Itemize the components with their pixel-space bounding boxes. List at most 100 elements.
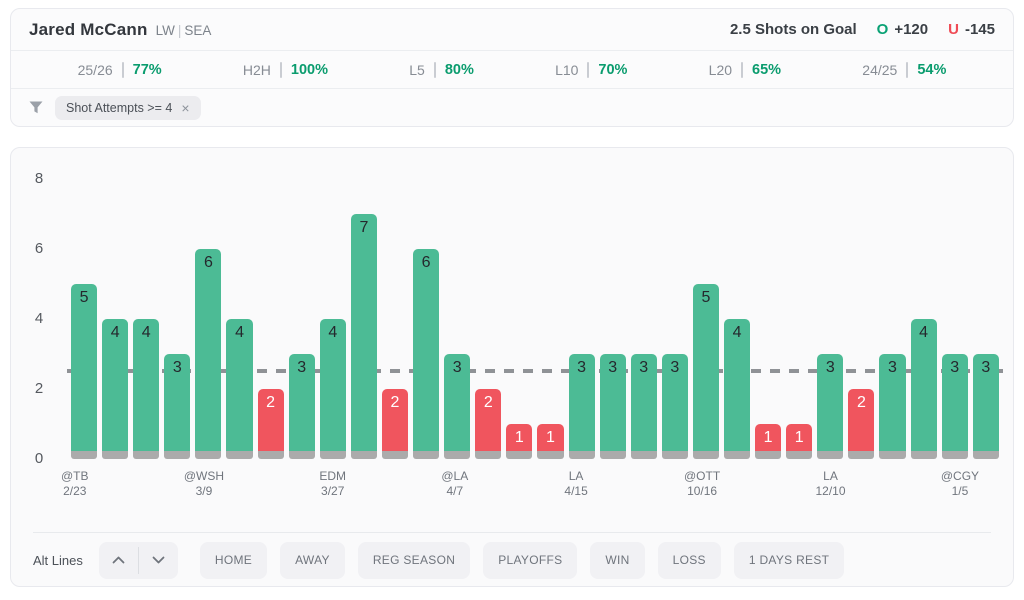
x-tick-empty: [785, 469, 810, 499]
bar-value-label: 4: [226, 319, 253, 451]
bar-game-11[interactable]: 2: [381, 389, 409, 459]
bar-base-segment: [226, 451, 253, 459]
bar-game-2[interactable]: 4: [102, 319, 129, 459]
bar-game-7[interactable]: 2: [257, 389, 284, 459]
bar-game-15[interactable]: 1: [506, 424, 533, 459]
stat-value: 54%: [917, 61, 947, 78]
bar-base-segment: [910, 451, 937, 459]
over-odds-value: +120: [894, 21, 929, 38]
bar-game-20[interactable]: 3: [661, 354, 688, 459]
bar-base-segment: [257, 451, 284, 459]
stat-value: 77%: [132, 61, 162, 78]
y-axis-tick-4: 4: [34, 310, 44, 327]
bar-game-25[interactable]: 3: [817, 354, 844, 459]
over-indicator: O: [876, 21, 889, 38]
x-tick-empty: [911, 469, 936, 499]
player-header: Jared McCann LW | SEA 2.5 Shots on Goal O …: [11, 9, 1013, 51]
bar-base-segment: [413, 451, 440, 459]
bar-game-9[interactable]: 4: [319, 319, 346, 459]
x-tick-empty: [594, 469, 619, 499]
bar-game-4[interactable]: 3: [164, 354, 191, 459]
toggle-button-win[interactable]: WIN: [590, 541, 645, 579]
bar-game-19[interactable]: 3: [630, 354, 657, 459]
filter-buttons-row: HOME AWAY REG SEASON PLAYOFFS WIN LOSS 1 DAYS …: [199, 541, 845, 579]
over-odds: O +120: [877, 21, 928, 38]
bar-game-1[interactable]: 5: [71, 284, 98, 459]
bar-base-segment: [319, 451, 346, 459]
stat-group-24-25: 24/25 54%: [862, 61, 947, 78]
bar-value-label: 4: [102, 319, 129, 451]
stat-separator: [433, 61, 436, 78]
toggle-button-playoffs[interactable]: PLAYOFFS: [483, 541, 578, 579]
x-tick-empty: [881, 469, 906, 499]
toggle-button-away[interactable]: AWAY: [280, 541, 345, 579]
bar-game-14[interactable]: 2: [475, 389, 502, 459]
x-tick-la: LA 12/10: [815, 469, 846, 498]
bar-game-28[interactable]: 4: [910, 319, 937, 459]
x-tick-empty: [473, 469, 498, 499]
prop-line-label: 2.5 Shots on Goal: [729, 21, 857, 38]
prop-line-dashed: [67, 369, 1003, 373]
bar-base-segment: [972, 451, 999, 459]
chevron-up-icon: [112, 556, 125, 564]
bar-game-23[interactable]: 1: [755, 424, 782, 459]
bar-base-segment: [755, 451, 782, 459]
stat-group-25-26: 25/26 77%: [78, 61, 162, 78]
bar-value-label: 3: [817, 354, 844, 451]
x-tick-at-tb: @TB 2/23: [61, 469, 89, 498]
bar-game-17[interactable]: 3: [568, 354, 595, 459]
x-tick-empty: [851, 469, 876, 499]
bar-game-8[interactable]: 3: [288, 354, 315, 459]
filter-chip-close-icon[interactable]: ×: [181, 99, 190, 116]
bar-game-29[interactable]: 3: [941, 354, 968, 459]
stat-separator: [121, 61, 124, 78]
toggle-button-loss[interactable]: LOSS: [657, 541, 721, 579]
bar-game-13[interactable]: 3: [444, 354, 471, 459]
bar-game-27[interactable]: 3: [879, 354, 906, 459]
player-position-team: LW | SEA: [155, 22, 212, 38]
bar-base-segment: [506, 451, 533, 459]
stat-separator: [587, 61, 590, 78]
bar-game-5[interactable]: 6: [195, 249, 222, 459]
x-tick-empty: [624, 469, 649, 499]
bar-game-12[interactable]: 6: [413, 249, 440, 459]
bar-base-segment: [661, 451, 688, 459]
bar-value-label: 1: [786, 424, 813, 451]
bar-value-label: 1: [755, 424, 782, 451]
x-axis-labels: @TB 2/23 @WSH 3/9 EDM 3/27 @LA 4/7 LA 4/15 @OTT 10/…: [61, 469, 1009, 499]
alt-lines-label: Alt Lines: [33, 552, 83, 568]
bar-game-26[interactable]: 2: [848, 389, 875, 459]
bar-game-24[interactable]: 1: [786, 424, 813, 459]
alt-line-down-button[interactable]: [139, 542, 178, 579]
x-tick-empty: [654, 469, 679, 499]
x-tick-empty: [755, 469, 780, 499]
stat-value: 80%: [444, 61, 474, 78]
toggle-button-home[interactable]: HOME: [199, 541, 268, 579]
bar-game-3[interactable]: 4: [133, 319, 160, 459]
x-tick-empty: [94, 469, 119, 499]
x-tick-edm: EDM 3/27: [319, 469, 347, 498]
bar-game-18[interactable]: 3: [599, 354, 626, 459]
x-tick-at-cgy: @CGY 1/5: [940, 469, 980, 498]
filter-row: Shot Attempts >= 4 ×: [11, 89, 1013, 126]
bar-game-16[interactable]: 1: [537, 424, 564, 459]
x-tick-empty: [725, 469, 750, 499]
bar-game-6[interactable]: 4: [226, 319, 253, 459]
bar-base-segment: [350, 451, 377, 459]
bar-base-segment: [102, 451, 129, 459]
bar-base-segment: [133, 451, 160, 459]
toggle-button-reg-season[interactable]: REG SEASON: [357, 541, 471, 579]
alt-line-up-button[interactable]: [99, 542, 138, 579]
player-prop-card: Jared McCann LW | SEA 2.5 Shots on Goal O …: [10, 8, 1014, 127]
bar-game-30[interactable]: 3: [972, 354, 999, 459]
x-tick-empty: [289, 469, 314, 499]
bar-game-10[interactable]: 7: [350, 214, 377, 459]
toggle-button-1-days-rest[interactable]: 1 DAYS REST: [733, 541, 845, 579]
bar-game-21[interactable]: 5: [692, 284, 719, 459]
stat-label: L10: [555, 61, 579, 78]
filter-chip[interactable]: Shot Attempts >= 4 ×: [55, 95, 201, 120]
bar-game-22[interactable]: 4: [723, 319, 751, 459]
stat-separator: [279, 61, 282, 78]
